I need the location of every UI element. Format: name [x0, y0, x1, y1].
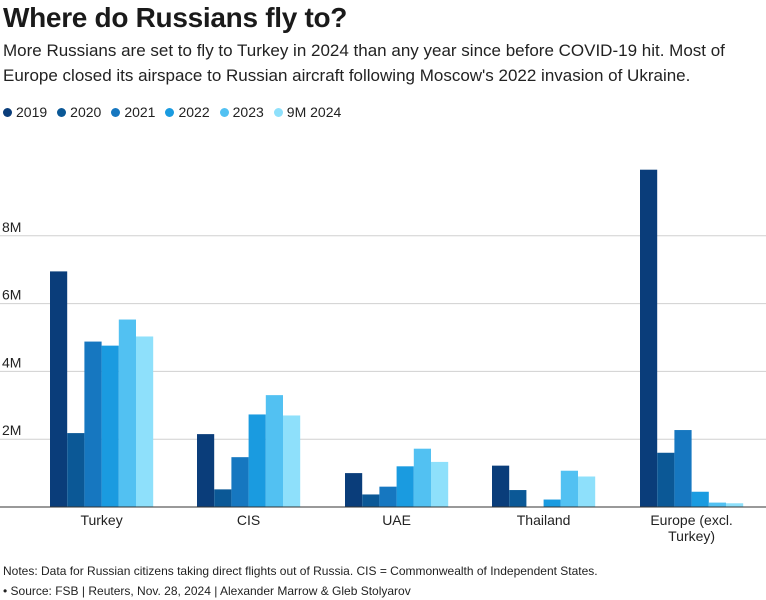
legend-label: 9M 2024 [286, 104, 342, 120]
bar-uae-2019 [345, 473, 363, 507]
bar-cis-2022 [248, 414, 266, 507]
bar-turkey-2020 [67, 433, 85, 507]
legend-item-2020: 2020 [57, 104, 101, 120]
y-tick-label: 6M [2, 287, 21, 303]
bar-thailand-2019 [492, 465, 510, 507]
bar-europe-excl-turkey-2022 [691, 491, 709, 507]
bar-europe-excl-turkey-2019 [640, 169, 658, 507]
bar-uae-2023 [413, 448, 431, 507]
x-tick-label: Thailand [517, 512, 571, 528]
y-tick-label: 4M [2, 354, 21, 370]
bar-chart: 2M 4M 6M 8M Turkey CIS UAE Thailand Europe (excl… [0, 169, 766, 544]
legend-item-9m-2024: 9M 2024 [273, 104, 342, 120]
y-tick-label: 8M [2, 219, 21, 235]
bar-cis-9m-2024 [283, 415, 301, 507]
bar-turkey-9m-2024 [136, 336, 154, 507]
bar-uae-9m-2024 [431, 461, 449, 507]
bar-turkey-2022 [101, 345, 119, 507]
legend-item-2022: 2022 [165, 104, 210, 120]
bar-turkey-2021 [84, 341, 102, 507]
bar-turkey-2019 [50, 271, 68, 507]
legend-label: 2021 [124, 104, 156, 120]
bar-cis-2019 [197, 434, 215, 507]
bar-thailand-2020 [509, 490, 527, 507]
legend-label: 2023 [232, 104, 264, 120]
legend-label: 2020 [70, 104, 102, 120]
chart-source: • Source: FSB | Reuters, Nov. 28, 2024 |… [3, 584, 411, 598]
legend-swatch [3, 107, 12, 117]
legend-swatch [57, 107, 67, 117]
bar-europe-excl-turkey-9m-2024 [726, 503, 744, 507]
x-tick-label: Turkey [80, 512, 122, 528]
bar-thailand-2022 [543, 499, 561, 507]
chart-title: Where do Russians fly to? [3, 2, 348, 33]
bar-uae-2021 [379, 486, 397, 507]
legend-label: 2019 [16, 104, 48, 120]
legend-item-2021: 2021 [111, 104, 155, 120]
bar-europe-excl-turkey-2021 [674, 430, 692, 507]
bar-cis-2021 [231, 457, 249, 507]
bar-thailand-2023 [560, 470, 578, 507]
bar-uae-2020 [362, 494, 380, 507]
bar-cis-2020 [214, 489, 232, 507]
x-tick-label: CIS [237, 512, 260, 528]
legend-swatch [273, 107, 283, 117]
x-tick-label: UAE [382, 512, 411, 528]
chart-notes: Notes: Data for Russian citizens taking … [3, 564, 598, 578]
chart-subtitle: More Russians are set to fly to Turkey i… [3, 41, 725, 85]
bar-cis-2023 [265, 395, 283, 507]
legend-swatch [111, 107, 121, 117]
y-tick-label: 2M [2, 422, 21, 438]
bar-europe-excl-turkey-2023 [708, 502, 726, 507]
x-tick-label: Turkey) [668, 528, 715, 544]
bar-uae-2022 [396, 466, 414, 507]
legend-swatch [219, 107, 229, 117]
legend-swatch [165, 107, 175, 117]
legend-label: 2022 [178, 104, 210, 120]
bar-europe-excl-turkey-2020 [657, 452, 675, 507]
bar-thailand-9m-2024 [578, 476, 596, 507]
legend-item-2019: 2019 [3, 104, 47, 120]
chart-legend: 2019 2020 2021 2022 2023 9M 2024 [3, 104, 341, 120]
x-tick-label: Europe (excl. [650, 512, 732, 528]
legend-item-2023: 2023 [219, 104, 264, 120]
bar-turkey-2023 [118, 319, 136, 507]
